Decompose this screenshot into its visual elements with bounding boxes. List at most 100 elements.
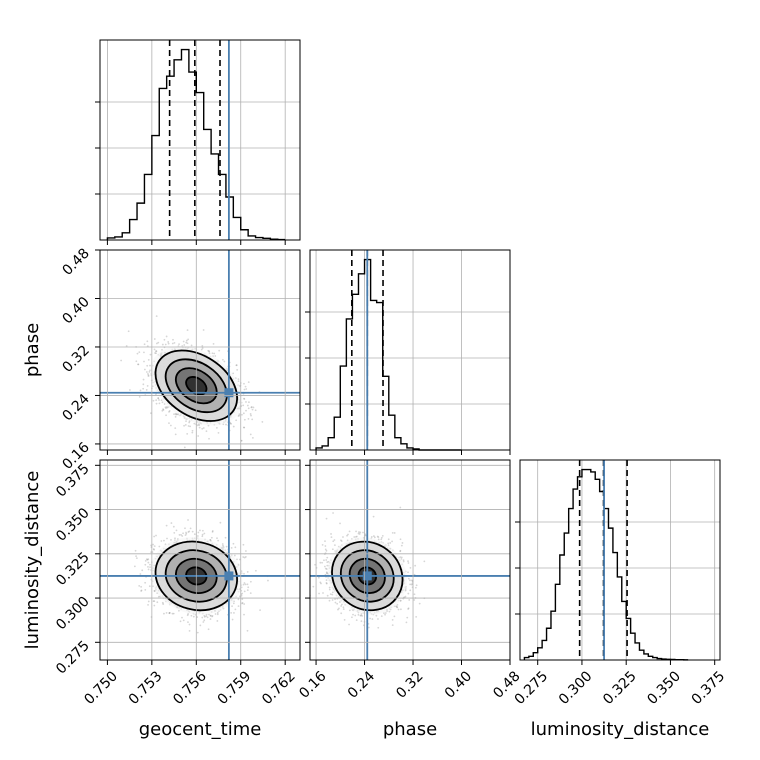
sample-point	[225, 423, 227, 426]
sample-point	[174, 537, 176, 540]
sample-point	[218, 349, 221, 352]
sample-point	[247, 407, 250, 410]
sample-point	[139, 573, 142, 575]
sample-point	[249, 580, 252, 583]
sample-point	[209, 614, 212, 617]
sample-point	[186, 432, 189, 435]
sample-point	[243, 556, 246, 559]
sample-point	[163, 338, 166, 341]
sample-point	[245, 550, 247, 552]
sample-point	[214, 613, 217, 615]
sample-point	[174, 433, 177, 436]
sample-point	[209, 618, 212, 620]
sample-point	[205, 430, 208, 433]
histogram-luminosity-distance	[515, 460, 720, 665]
sample-point	[235, 364, 238, 367]
sample-point	[188, 421, 191, 424]
sample-point	[163, 539, 165, 542]
sample-point	[236, 369, 239, 371]
sample-point	[242, 404, 245, 407]
sample-point	[244, 385, 247, 388]
sample-point	[251, 418, 254, 421]
sample-point	[249, 413, 252, 415]
sample-point	[144, 563, 147, 566]
sample-point	[237, 380, 240, 383]
sample-point	[206, 616, 209, 619]
sample-point	[157, 397, 160, 399]
sample-point	[162, 408, 164, 411]
sample-point	[200, 348, 203, 351]
sample-point	[216, 611, 219, 614]
histogram-frame	[519, 459, 721, 661]
sample-point	[147, 561, 150, 564]
sample-point	[182, 340, 185, 343]
sample-point	[129, 389, 131, 391]
sample-point	[193, 422, 196, 425]
sample-point	[235, 364, 238, 367]
sample-point	[231, 605, 233, 608]
sample-point	[161, 401, 164, 404]
sample-point	[186, 342, 189, 345]
sample-point	[161, 348, 163, 351]
sample-point	[246, 629, 249, 632]
sample-point	[240, 439, 243, 442]
sample-point	[175, 413, 178, 416]
sample-point	[139, 389, 142, 392]
sample-point	[246, 583, 249, 586]
sample-point	[153, 590, 156, 593]
sample-point	[237, 598, 240, 601]
sample-point	[137, 363, 140, 366]
sample-point	[209, 614, 212, 617]
sample-point	[168, 410, 171, 412]
sample-point	[259, 609, 261, 612]
sample-point	[241, 413, 243, 416]
sample-point	[168, 410, 170, 413]
sample-point	[181, 616, 183, 619]
sample-point	[196, 424, 199, 427]
sample-point	[243, 603, 246, 605]
sample-point	[148, 370, 151, 373]
sample-point	[145, 389, 148, 391]
sample-point	[167, 341, 170, 343]
sample-point	[242, 543, 245, 546]
sample-point	[241, 602, 243, 605]
sample-point	[198, 426, 201, 429]
sample-point	[191, 431, 194, 434]
sample-point	[229, 422, 232, 425]
sample-point	[237, 415, 240, 417]
sample-point	[217, 539, 220, 542]
sample-point	[250, 406, 253, 408]
sample-point	[184, 534, 187, 537]
sample-point	[190, 614, 193, 617]
sample-point	[135, 557, 138, 559]
sample-point	[197, 435, 200, 437]
sample-point	[208, 352, 211, 355]
sample-point	[164, 406, 167, 409]
sample-point	[201, 344, 204, 347]
sample-point	[138, 351, 141, 354]
sample-point	[201, 529, 204, 532]
sample-point	[216, 620, 219, 622]
sample-point	[172, 612, 175, 615]
sample-point	[247, 417, 250, 420]
sample-point	[147, 565, 149, 568]
histogram-frame	[309, 249, 511, 451]
sample-point	[146, 340, 149, 343]
sample-point	[158, 545, 161, 548]
sample-point	[223, 360, 226, 363]
sample-point	[188, 629, 191, 632]
sample-point	[173, 341, 176, 344]
sample-point	[215, 426, 218, 429]
sample-point	[201, 533, 204, 536]
sample-point	[161, 343, 164, 346]
sample-point	[185, 420, 187, 423]
sample-point	[169, 424, 172, 427]
sample-point	[179, 620, 182, 623]
sample-point	[153, 535, 156, 538]
sample-point	[187, 531, 190, 533]
sample-point	[173, 413, 175, 416]
sample-point	[153, 589, 156, 592]
sample-point	[207, 628, 210, 631]
sample-point	[254, 569, 257, 572]
sample-point	[189, 527, 192, 530]
